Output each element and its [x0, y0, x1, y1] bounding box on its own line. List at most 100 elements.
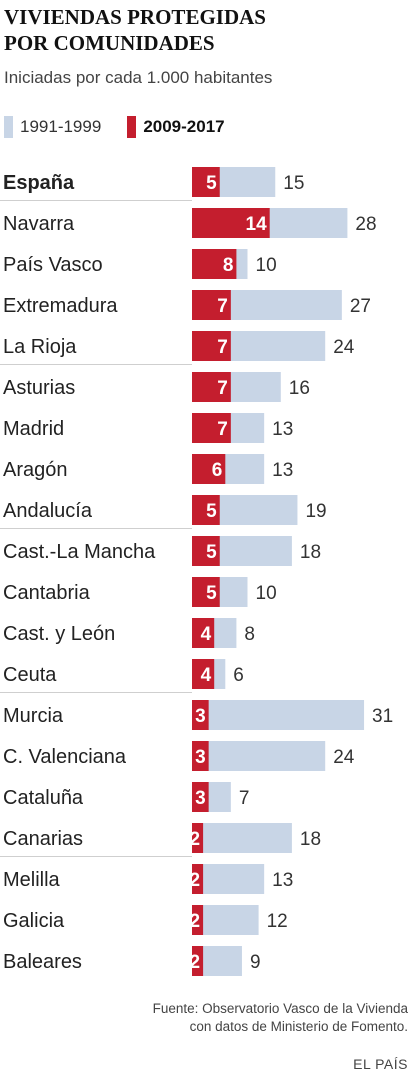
value-label-2009-2017-13: 3 — [195, 706, 206, 727]
bar-2009-2017-3 — [192, 290, 231, 320]
category-label-16: Canarias — [3, 828, 83, 850]
bar-2009-2017-0 — [192, 167, 220, 197]
bar-2009-2017-14 — [192, 741, 209, 771]
bar-2009-2017-16 — [192, 823, 204, 853]
category-label-4: La Rioja — [3, 336, 77, 358]
bar-2009-2017-18 — [192, 905, 204, 935]
bar-2009-2017-5 — [192, 372, 231, 402]
category-label-15: Cataluña — [3, 787, 84, 809]
category-label-12: Ceuta — [3, 664, 57, 686]
value-label-1991-1999-14: 24 — [333, 747, 355, 768]
category-label-11: Cast. y León — [3, 623, 115, 645]
value-label-1991-1999-11: 8 — [244, 624, 255, 645]
category-label-7: Aragón — [3, 459, 68, 481]
legend-swatch-2009-2017 — [127, 116, 137, 138]
bar-2009-2017-8 — [192, 495, 220, 525]
bar-2009-2017-7 — [192, 454, 226, 484]
value-label-2009-2017-17: 2 — [190, 870, 201, 891]
value-label-2009-2017-16: 2 — [190, 829, 201, 850]
value-label-2009-2017-12: 4 — [201, 665, 212, 686]
category-label-2: País Vasco — [3, 254, 103, 276]
value-label-2009-2017-4: 7 — [217, 337, 228, 358]
bar-1991-1999-16 — [192, 823, 292, 853]
value-label-1991-1999-8: 19 — [305, 501, 326, 522]
category-label-13: Murcia — [3, 705, 64, 727]
value-label-1991-1999-16: 18 — [300, 829, 321, 850]
value-label-2009-2017-9: 5 — [206, 542, 217, 563]
value-label-2009-2017-14: 3 — [195, 747, 206, 768]
legend-item-1991-1999: 1991-1999 — [4, 116, 101, 138]
category-label-6: Madrid — [3, 418, 64, 440]
bar-2009-2017-17 — [192, 864, 204, 894]
category-label-19: Baleares — [3, 951, 82, 973]
value-label-1991-1999-2: 10 — [256, 255, 277, 276]
value-label-1991-1999-12: 6 — [233, 665, 244, 686]
value-label-1991-1999-10: 10 — [256, 583, 277, 604]
value-label-1991-1999-6: 13 — [272, 419, 293, 440]
bar-2009-2017-19 — [192, 946, 204, 976]
category-label-1: Navarra — [3, 213, 75, 235]
value-label-1991-1999-3: 27 — [350, 296, 371, 317]
bar-2009-2017-1 — [192, 208, 270, 238]
value-label-2009-2017-6: 7 — [217, 419, 228, 440]
category-label-18: Galicia — [3, 910, 65, 932]
bar-2009-2017-9 — [192, 536, 220, 566]
value-label-1991-1999-0: 15 — [283, 173, 304, 194]
value-label-1991-1999-1: 28 — [355, 214, 376, 235]
value-label-1991-1999-18: 12 — [267, 911, 288, 932]
bar-2009-2017-10 — [192, 577, 220, 607]
value-label-1991-1999-13: 31 — [372, 706, 393, 727]
value-label-2009-2017-8: 5 — [206, 501, 217, 522]
chart-subtitle: Iniciadas por cada 1.000 habitantes — [4, 68, 273, 87]
category-label-10: Cantabria — [3, 582, 91, 604]
value-label-2009-2017-10: 5 — [206, 583, 217, 604]
source-note: Fuente: Observatorio Vasco de la Viviend… — [153, 1000, 408, 1036]
value-label-1991-1999-17: 13 — [272, 870, 293, 891]
bar-2009-2017-4 — [192, 331, 231, 361]
chart-title: VIVIENDAS PROTEGIDAS POR COMUNIDADES — [4, 4, 266, 56]
bar-2009-2017-2 — [192, 249, 237, 279]
bar-2009-2017-6 — [192, 413, 231, 443]
bar-2009-2017-12 — [192, 659, 215, 689]
value-label-2009-2017-0: 5 — [206, 173, 217, 194]
value-label-2009-2017-2: 8 — [223, 255, 234, 276]
category-label-5: Asturias — [3, 377, 75, 399]
value-label-1991-1999-5: 16 — [289, 378, 310, 399]
category-label-14: C. Valenciana — [3, 746, 127, 768]
chart-title-line-1: VIVIENDAS PROTEGIDAS — [4, 5, 266, 29]
value-label-2009-2017-1: 14 — [246, 214, 268, 235]
bar-1991-1999-14 — [192, 741, 326, 771]
bar-2009-2017-13 — [192, 700, 209, 730]
value-label-1991-1999-15: 7 — [239, 788, 250, 809]
value-label-2009-2017-18: 2 — [190, 911, 201, 932]
legend-label-1991-1999: 1991-1999 — [20, 117, 102, 136]
legend-label-2009-2017: 2009-2017 — [143, 117, 225, 136]
legend-item-2009-2017: 2009-2017 — [127, 116, 225, 138]
value-label-1991-1999-4: 24 — [333, 337, 355, 358]
bar-1991-1999-13 — [192, 700, 365, 730]
value-label-1991-1999-19: 9 — [250, 952, 261, 973]
brand-logo: EL PAÍS — [353, 1056, 408, 1072]
legend-swatch-1991-1999 — [4, 116, 13, 138]
chart-title-line-2: POR COMUNIDADES — [4, 31, 215, 55]
value-label-2009-2017-19: 2 — [190, 952, 201, 973]
category-label-3: Extremadura — [3, 295, 118, 317]
value-label-2009-2017-11: 4 — [201, 624, 212, 645]
source-line-2: con datos de Ministerio de Fomento. — [189, 1019, 408, 1034]
value-label-2009-2017-7: 6 — [212, 460, 223, 481]
value-label-2009-2017-15: 3 — [195, 788, 206, 809]
bar-2009-2017-15 — [192, 782, 209, 812]
bar-2009-2017-11 — [192, 618, 215, 648]
value-label-2009-2017-5: 7 — [217, 378, 228, 399]
value-label-2009-2017-3: 7 — [217, 296, 228, 317]
category-label-17: Melilla — [3, 869, 61, 891]
category-label-0: España — [3, 172, 75, 194]
source-line-1: Fuente: Observatorio Vasco de la Viviend… — [152, 1001, 408, 1016]
category-label-8: Andalucía — [3, 500, 93, 522]
value-label-1991-1999-9: 18 — [300, 542, 321, 563]
value-label-1991-1999-7: 13 — [272, 460, 293, 481]
bar-1991-1999-17 — [192, 864, 265, 894]
category-label-9: Cast.-La Mancha — [3, 541, 156, 563]
chart-legend: 1991-1999 2009-2017 — [4, 116, 251, 138]
